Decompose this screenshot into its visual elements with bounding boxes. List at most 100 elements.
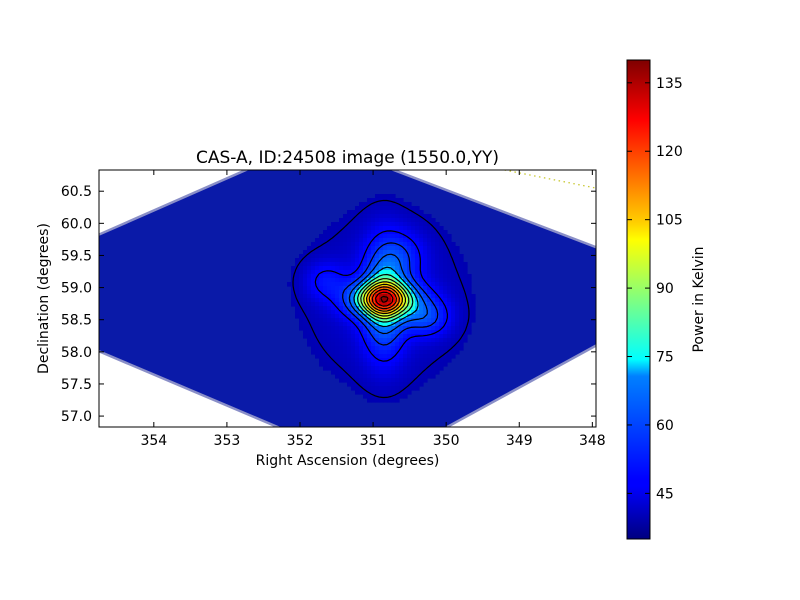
heat-cell <box>371 378 376 383</box>
heat-cell <box>447 266 452 271</box>
heat-cell <box>423 330 428 335</box>
heat-cell <box>295 266 300 271</box>
heat-cell <box>351 330 356 335</box>
y-axis-ticks: 57.057.558.058.559.059.560.060.5 <box>61 184 596 425</box>
heat-cell <box>343 350 348 355</box>
heat-cell <box>355 350 360 355</box>
heat-cell <box>331 230 336 235</box>
heat-cell <box>363 362 368 367</box>
heat-cell <box>403 210 408 215</box>
y-tick-label: 60.0 <box>61 216 92 232</box>
heat-cell <box>379 326 384 331</box>
heat-cell <box>327 286 332 291</box>
heat-cell <box>403 374 408 379</box>
heat-cell <box>335 266 340 271</box>
heat-cell <box>327 246 332 251</box>
heat-cell <box>359 254 364 259</box>
heat-cell <box>343 378 348 383</box>
heat-cell <box>307 278 312 283</box>
heat-cell <box>411 362 416 367</box>
heat-cell <box>399 214 404 219</box>
heat-cell <box>311 278 316 283</box>
heat-cell <box>371 366 376 371</box>
heat-cell <box>363 246 368 251</box>
heat-cell <box>395 386 400 391</box>
heat-cell <box>347 246 352 251</box>
heat-cell <box>339 238 344 243</box>
heat-cell <box>315 346 320 351</box>
heat-cell <box>459 334 464 339</box>
heat-cell <box>383 358 388 363</box>
heat-cell <box>299 270 304 275</box>
heat-cell <box>423 354 428 359</box>
heat-cell <box>423 334 428 339</box>
heat-cell <box>355 238 360 243</box>
heat-cell <box>403 254 408 259</box>
heat-cell <box>435 274 440 279</box>
heat-cell <box>367 278 372 283</box>
heat-cell <box>419 266 424 271</box>
heat-cell <box>411 218 416 223</box>
heat-cell <box>431 282 436 287</box>
heat-cell <box>439 334 444 339</box>
heat-cell <box>399 390 404 395</box>
heat-cell <box>323 278 328 283</box>
heat-cell <box>411 270 416 275</box>
heat-cell <box>331 242 336 247</box>
heat-cell <box>403 358 408 363</box>
heat-cell <box>359 266 364 271</box>
heat-cell <box>399 286 404 291</box>
heat-cell <box>387 378 392 383</box>
heat-cell <box>443 266 448 271</box>
heat-cell <box>419 378 424 383</box>
heat-cell <box>431 322 436 327</box>
heat-cell <box>387 194 392 199</box>
heat-cell <box>319 346 324 351</box>
heat-cell <box>383 226 388 231</box>
heat-cell <box>471 318 476 323</box>
x-tick-label: 349 <box>506 433 533 449</box>
heat-cell <box>395 246 400 251</box>
heat-cell <box>379 226 384 231</box>
heat-cell <box>407 346 412 351</box>
heat-cell <box>407 306 412 311</box>
heat-cell <box>359 206 364 211</box>
heat-cell <box>359 234 364 239</box>
heat-cell <box>375 298 380 303</box>
heat-cell <box>387 214 392 219</box>
heat-cell <box>435 222 440 227</box>
heat-cell <box>327 298 332 303</box>
heat-cell <box>371 298 376 303</box>
heat-cell <box>379 194 384 199</box>
heat-cell <box>351 386 356 391</box>
heat-cell <box>375 282 380 287</box>
heat-cell <box>399 258 404 263</box>
heat-cell <box>399 234 404 239</box>
heat-cell <box>351 342 356 347</box>
heat-cell <box>427 350 432 355</box>
heat-cell <box>323 246 328 251</box>
heat-cell <box>367 338 372 343</box>
heat-cell <box>455 350 460 355</box>
heat-cell <box>367 294 372 299</box>
heat-cell <box>355 234 360 239</box>
heat-cell <box>315 258 320 263</box>
heat-cell <box>467 318 472 323</box>
heat-cell <box>403 326 408 331</box>
heat-cell <box>307 266 312 271</box>
heat-cell <box>387 342 392 347</box>
heat-cell <box>423 338 428 343</box>
heat-cell <box>343 366 348 371</box>
heat-cell <box>415 230 420 235</box>
heat-cell <box>375 206 380 211</box>
heat-cell <box>403 266 408 271</box>
heat-cell <box>339 326 344 331</box>
heat-cell <box>419 298 424 303</box>
heat-cell <box>355 334 360 339</box>
heat-cell <box>411 342 416 347</box>
heat-cell <box>383 326 388 331</box>
heat-cell <box>379 266 384 271</box>
heat-cell <box>463 318 468 323</box>
heat-cell <box>355 342 360 347</box>
heat-cell <box>331 354 336 359</box>
